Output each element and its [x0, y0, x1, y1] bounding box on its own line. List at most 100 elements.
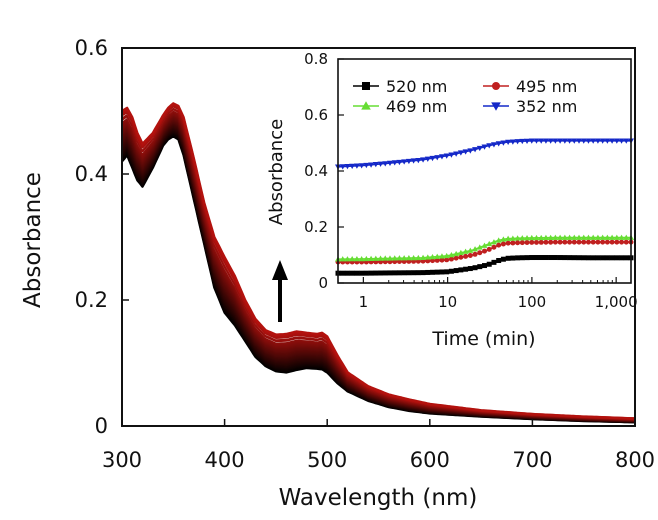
inset-data-point	[552, 239, 558, 245]
inset-data-point	[463, 266, 469, 272]
inset-data-point	[510, 240, 516, 246]
inset-y-tick-label: 0.8	[304, 50, 328, 68]
inset-data-point	[363, 255, 370, 262]
inset-legend-label: 495 nm	[516, 77, 577, 96]
inset-data-point	[482, 248, 487, 254]
inset-data-point	[396, 159, 403, 166]
inset-data-point	[500, 241, 506, 247]
inset-data-point	[382, 161, 389, 167]
inset-data-point	[595, 239, 601, 245]
inset-data-point	[552, 138, 559, 144]
legend-swatch-marker	[361, 101, 371, 110]
inset-data-point	[514, 235, 521, 241]
inset-data-point	[557, 138, 564, 144]
inset-data-point	[599, 234, 606, 240]
inset-data-point	[340, 270, 346, 276]
inset-y-tick-label: 0.4	[304, 162, 328, 180]
inset-data-point	[462, 149, 469, 155]
inset-x-tick-label: 1	[359, 293, 369, 311]
inset-data-point	[392, 270, 398, 276]
inset-data-point	[538, 234, 545, 241]
main-x-tick-label: 300	[102, 448, 142, 472]
inset-data-point	[509, 235, 516, 241]
main-x-tick-label: 800	[615, 448, 655, 472]
main-x-tick-label: 400	[205, 448, 245, 472]
inset-data-point	[358, 163, 365, 169]
inset-y-tick-label: 0.6	[304, 106, 328, 124]
inset-data-point	[542, 234, 549, 241]
inset-data-point	[566, 234, 573, 240]
inset-data-point	[491, 244, 497, 250]
inset-data-point	[613, 234, 620, 240]
inset-data-point	[453, 268, 459, 274]
inset-data-point	[339, 256, 346, 262]
inset-data-point	[349, 163, 356, 170]
inset-data-point	[619, 239, 625, 245]
inset-data-point	[600, 255, 606, 261]
inset-data-point	[495, 141, 502, 147]
spectrum-curve	[121, 102, 636, 420]
inset-data-point	[373, 270, 379, 276]
inset-data-point	[401, 159, 408, 165]
inset-data-point	[420, 270, 426, 276]
inset-data-point	[590, 234, 597, 240]
inset-data-point	[533, 239, 539, 245]
inset-data-point	[618, 234, 625, 240]
inset-data-point	[415, 157, 422, 164]
inset-data-point	[505, 235, 512, 241]
inset-data-point	[590, 255, 596, 261]
inset-data-point	[604, 138, 611, 144]
inset-data-point	[453, 151, 460, 157]
inset-data-point	[411, 270, 417, 276]
inset-data-point	[585, 138, 592, 144]
inset-data-point	[533, 255, 539, 261]
inset-data-point	[457, 249, 464, 256]
inset-data-point	[576, 255, 582, 261]
inset-data-point	[438, 253, 445, 259]
inset-data-point	[571, 234, 578, 240]
inset-data-point	[566, 138, 573, 144]
inset-data-point	[613, 138, 620, 144]
inset-data-point	[515, 240, 521, 246]
inset-data-point	[590, 138, 597, 144]
inset-data-point	[557, 255, 563, 261]
inset-data-point	[524, 240, 530, 246]
inset-data-point	[548, 239, 554, 245]
inset-data-point	[567, 239, 573, 245]
inset-data-point	[472, 246, 479, 252]
inset-data-point	[434, 155, 441, 161]
inset-data-point	[538, 255, 544, 261]
inset-legend-item: 495 nm	[483, 77, 577, 96]
main-y-axis-label: Absorbance	[20, 172, 46, 308]
inset-legend-label: 520 nm	[386, 77, 447, 96]
inset-data-point	[515, 255, 521, 261]
main-y-tick-label: 0.6	[75, 36, 108, 60]
inset-data-point	[543, 255, 549, 261]
inset-data-point	[495, 237, 502, 243]
inset-data-point	[463, 253, 469, 259]
inset-data-point	[457, 150, 464, 156]
inset-data-point	[500, 140, 507, 146]
inset-data-point	[529, 239, 535, 245]
inset-data-point	[505, 139, 512, 146]
inset-data-point	[344, 164, 351, 170]
inset-data-point	[443, 252, 450, 259]
inset-data-point	[514, 139, 521, 145]
inset-data-point	[571, 255, 577, 261]
inset-data-point	[529, 255, 535, 261]
inset-axis-ticks: 1 10 100 1,000 0 0.2 0.4 0.6 0.8	[304, 50, 637, 311]
inset-data-point	[472, 265, 478, 271]
inset-data-point	[557, 234, 564, 240]
inset-data-point	[429, 254, 436, 260]
inset-data-point	[562, 255, 568, 261]
inset-data-point	[415, 270, 421, 276]
inset-data-point	[509, 139, 516, 145]
inset-data-point	[377, 161, 384, 167]
inset-series-520-nm	[335, 255, 634, 276]
inset-data-point	[581, 239, 587, 245]
inset-data-point	[496, 242, 502, 248]
main-y-tick-label: 0.4	[75, 162, 108, 186]
inset-data-point	[462, 248, 469, 254]
inset-data-point	[609, 138, 616, 144]
inset-x-tick-label: 1,000	[595, 293, 638, 311]
